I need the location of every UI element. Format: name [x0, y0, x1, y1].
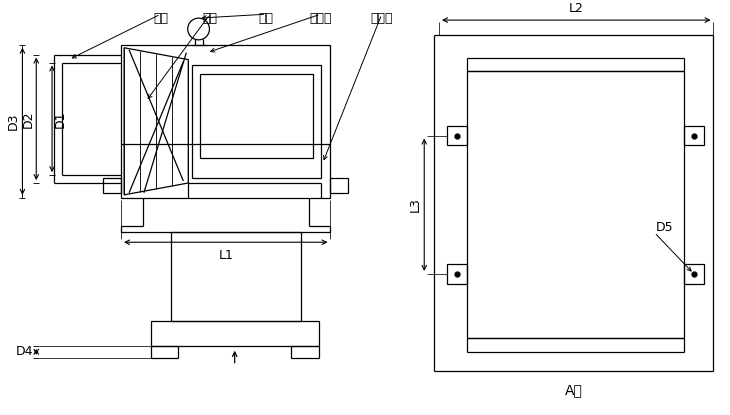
Text: D3: D3 [7, 112, 20, 130]
Bar [331, 178, 348, 193]
Text: 叶轮: 叶轮 [202, 12, 218, 25]
Text: 吊环: 吊环 [258, 12, 274, 25]
Text: 风筒: 风筒 [153, 12, 168, 25]
Bar [684, 264, 704, 284]
Text: L1: L1 [218, 249, 234, 262]
Text: D4: D4 [16, 345, 34, 358]
Bar [104, 178, 121, 193]
Bar [151, 321, 318, 346]
Text: L2: L2 [569, 2, 584, 15]
Bar [171, 232, 301, 321]
Bar [200, 74, 312, 158]
Text: L3: L3 [408, 197, 421, 212]
Text: 导流片: 导流片 [310, 12, 332, 25]
Text: D2: D2 [21, 110, 34, 127]
Bar [447, 264, 466, 284]
Bar [447, 126, 466, 146]
Text: 电动机: 电动机 [371, 12, 393, 25]
Bar [466, 71, 684, 338]
Text: A向: A向 [565, 383, 583, 397]
Text: D5: D5 [656, 221, 674, 234]
Bar [684, 126, 704, 146]
Bar [192, 65, 320, 178]
Text: D1: D1 [54, 110, 67, 127]
Bar [121, 45, 331, 198]
